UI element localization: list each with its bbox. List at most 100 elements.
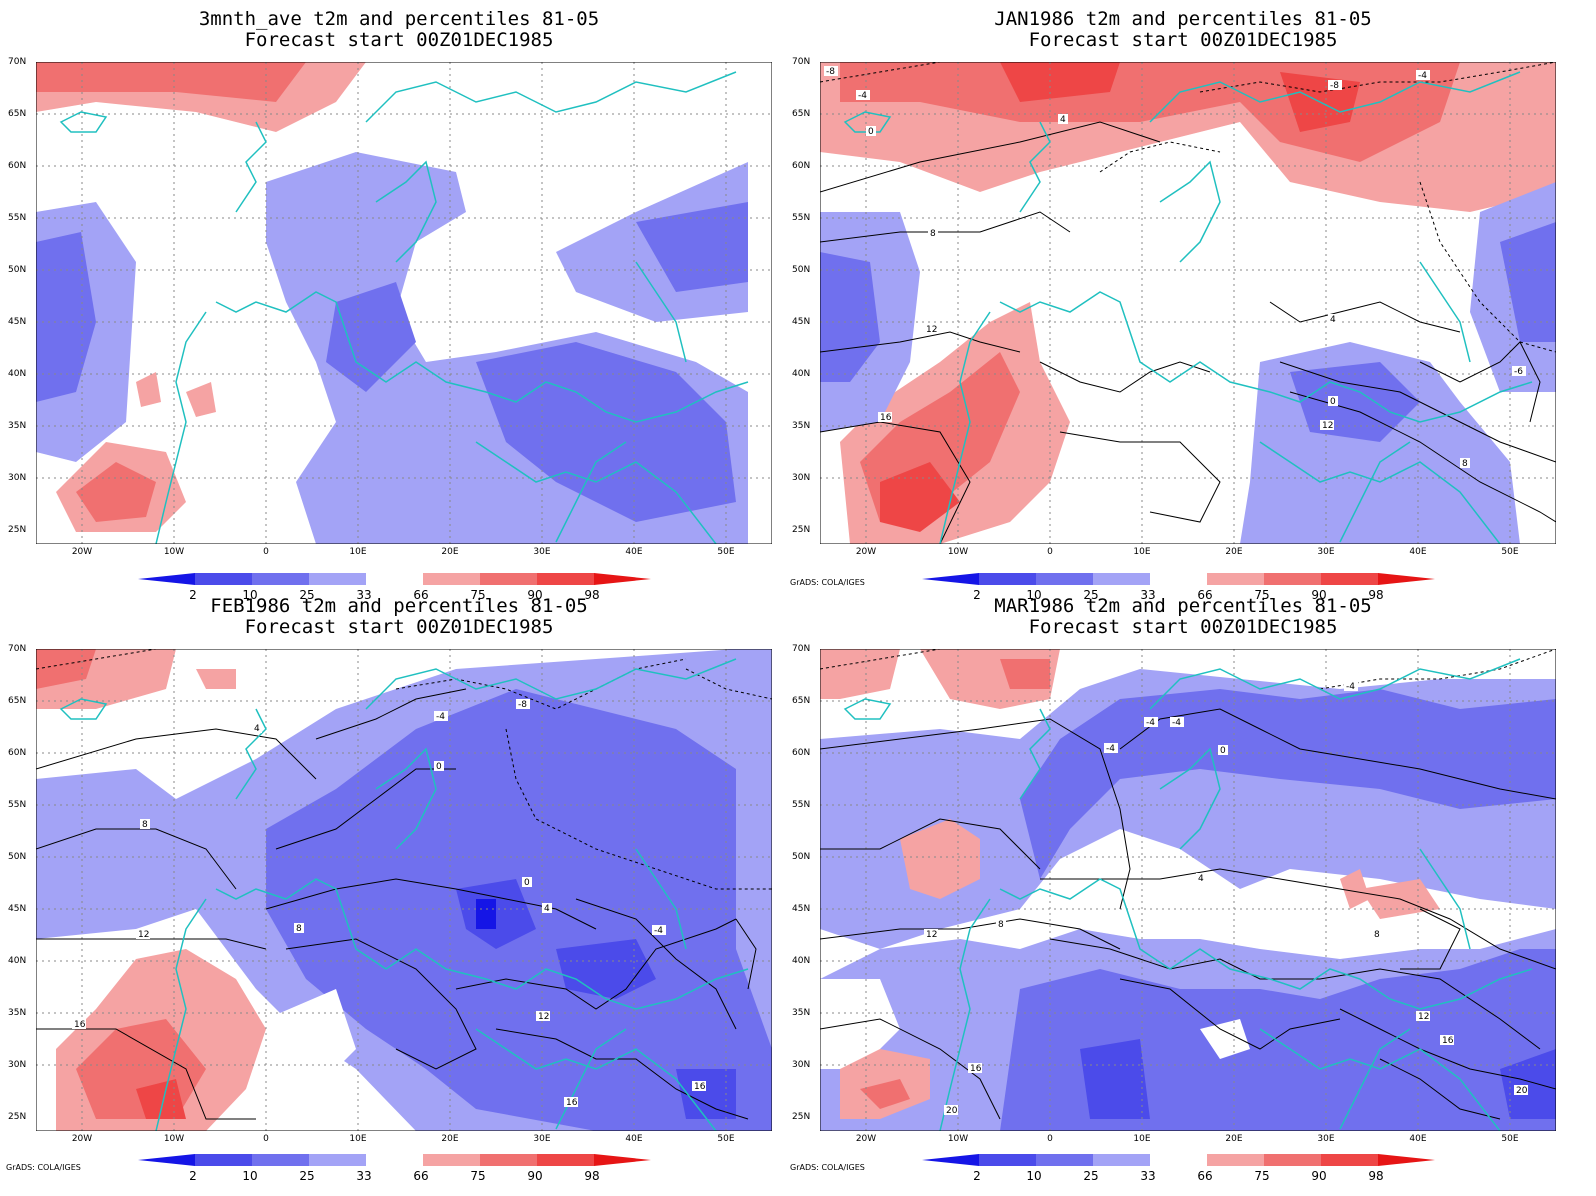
contour-label: 16 <box>694 1082 706 1092</box>
lon-label: 10E <box>1133 547 1151 557</box>
lon-label: 20W <box>71 1134 93 1144</box>
contour-label: 16 <box>880 413 892 423</box>
contour-label: 20 <box>1516 1086 1528 1096</box>
lat-label: 70N <box>8 644 27 654</box>
lat-label: 55N <box>792 800 811 810</box>
colorbar-label: 2 <box>973 588 981 602</box>
panel-subtitle: Forecast start 00Z01DEC1985 <box>244 616 554 638</box>
colorbar-swatch <box>1036 573 1093 585</box>
white-gap <box>266 989 356 1089</box>
lon-label: 10W <box>947 1134 969 1144</box>
coastlines <box>59 658 749 1131</box>
shade-below-25 <box>36 232 96 402</box>
contour-label: 4 <box>254 724 260 734</box>
colorbar: 2 10 25 33 66 75 90 98 <box>922 572 1452 602</box>
colorbar-label: 33 <box>1140 1169 1156 1183</box>
colorbar-swatch <box>1036 1154 1093 1166</box>
colorbar-label: 98 <box>1368 588 1384 602</box>
lat-label: 40N <box>8 956 27 966</box>
lon-label: 20E <box>1225 547 1243 557</box>
shade-above-66 <box>1340 869 1370 909</box>
lat-label: 25N <box>8 525 27 535</box>
contour-label: 8 <box>1462 459 1468 469</box>
contour-label: 8 <box>930 229 936 239</box>
lat-label: 55N <box>8 213 27 223</box>
shade-below-25 <box>1500 222 1556 342</box>
lat-label: 70N <box>792 57 811 67</box>
lat-label: 55N <box>8 800 27 810</box>
colorbar-label: 33 <box>1140 588 1156 602</box>
contour-label: 20 <box>946 1106 958 1116</box>
shade-below-25 <box>476 342 736 522</box>
lat-label: 65N <box>792 696 811 706</box>
shade-above-75 <box>76 462 156 522</box>
colorbar-swatch <box>195 1154 252 1166</box>
contour-label: -8 <box>1330 81 1339 91</box>
contour-label: -6 <box>1514 367 1523 377</box>
lat-label: 35N <box>8 421 27 431</box>
contour-label: 0 <box>524 878 530 888</box>
lon-label: 30E <box>533 1134 551 1144</box>
grid-lines <box>820 62 1556 544</box>
lon-label: 40E <box>625 1134 643 1144</box>
panel-title: 3mnth_ave t2m and percentiles 81-05 <box>198 8 600 30</box>
colorbar-label: 2 <box>189 1169 197 1183</box>
colorbar-label: 98 <box>584 588 600 602</box>
colorbar-swatch <box>537 1154 594 1166</box>
colorbar-swatch <box>1321 1154 1378 1166</box>
colorbar: 2 10 25 33 66 75 90 98 <box>922 1153 1452 1183</box>
contour-label: -4 <box>1146 718 1155 728</box>
contour-label: 12 <box>926 325 937 335</box>
lon-label: 10W <box>947 547 969 557</box>
colorbar-swatch <box>195 573 252 585</box>
shade-above-75 <box>1000 659 1050 689</box>
lon-label: 0 <box>263 547 269 557</box>
colorbar-swatch <box>1264 1154 1321 1166</box>
contour-label: 8 <box>296 924 302 934</box>
colorbar-swatch <box>252 573 309 585</box>
shade-below-25 <box>1020 689 1556 879</box>
lat-label: 25N <box>792 1112 811 1122</box>
colorbar-swatch <box>979 573 1036 585</box>
shade-above-90 <box>1000 62 1360 132</box>
colorbar-swatch <box>1321 573 1378 585</box>
map-area: -8 -4 0 4 8 12 16 -4 0 4 8 12 16 16 <box>36 649 772 1131</box>
colorbar-label: 10 <box>242 588 258 602</box>
contour-label: 16 <box>1442 1036 1454 1046</box>
contour-lines <box>820 121 1556 544</box>
shade-above-75 <box>36 62 306 102</box>
lat-label: 50N <box>792 852 811 862</box>
map-area: -4 -4 -4 0 4 8 12 16 20 12 16 20 -4 8 <box>820 649 1556 1131</box>
colorbar-label: 25 <box>1083 588 1099 602</box>
lat-label: 60N <box>8 161 27 171</box>
lon-label: 20W <box>855 547 877 557</box>
colorbar-label: 90 <box>1311 588 1327 602</box>
colorbar-label: 75 <box>470 1169 486 1183</box>
colorbar-label: 10 <box>242 1169 258 1183</box>
colorbar-label: 75 <box>1254 588 1270 602</box>
colorbar-label: 90 <box>527 588 543 602</box>
lon-label: 20E <box>1225 1134 1243 1144</box>
grads-credit: GrADS: COLA/IGES <box>790 578 865 587</box>
colorbar-swatch <box>1150 573 1207 585</box>
colorbar-swatch <box>366 1154 423 1166</box>
lat-label: 55N <box>792 213 811 223</box>
contour-label: 8 <box>1374 930 1380 940</box>
shade-below-25 <box>820 252 880 382</box>
grid-lines <box>36 62 772 544</box>
colorbar-swatch <box>1093 1154 1150 1166</box>
panel-subtitle: Forecast start 00Z01DEC1985 <box>1028 616 1338 638</box>
colorbar-label: 90 <box>527 1169 543 1183</box>
panel-title: JAN1986 t2m and percentiles 81-05 <box>994 8 1372 30</box>
contour-label: 12 <box>1322 421 1333 431</box>
colorbar-label: 98 <box>584 1169 600 1183</box>
colorbar-arrow-right <box>594 1154 651 1166</box>
lon-label: 20W <box>71 547 93 557</box>
colorbar-label: 66 <box>413 1169 429 1183</box>
panel-mar1986: MAR1986 t2m and percentiles 81-05 Foreca… <box>784 587 1582 1185</box>
lat-label: 25N <box>8 1112 27 1122</box>
lon-label: 20E <box>441 547 459 557</box>
contour-lines <box>820 708 1556 1120</box>
contour-label: 0 <box>1220 746 1226 756</box>
colorbar-arrow-left <box>922 573 979 585</box>
